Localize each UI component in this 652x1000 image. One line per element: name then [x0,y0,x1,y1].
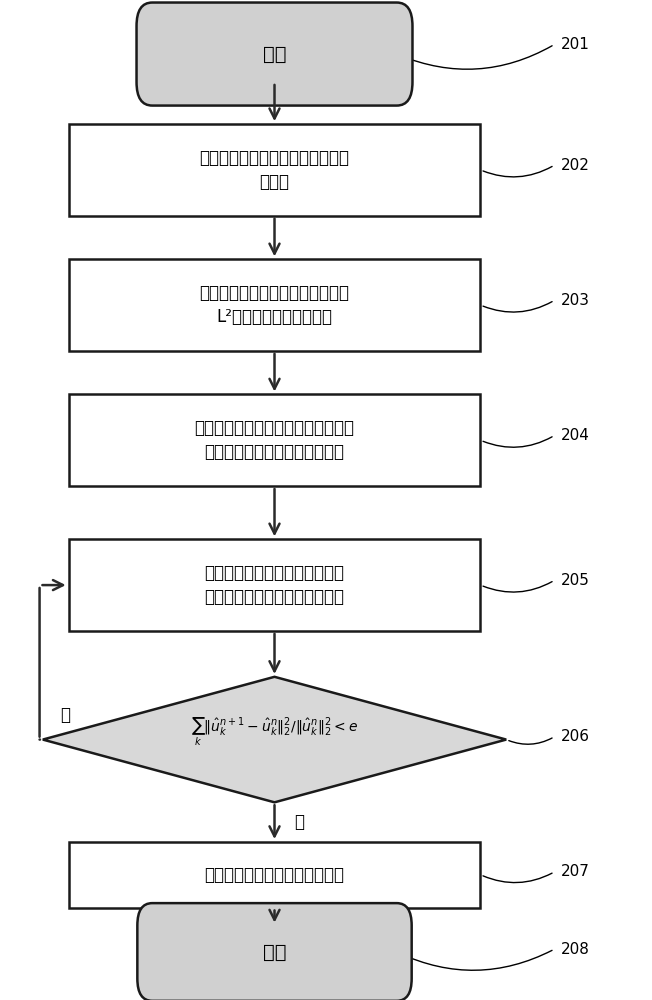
Text: 否: 否 [61,706,70,724]
Text: 206: 206 [561,729,590,744]
Text: 202: 202 [561,158,590,173]
Polygon shape [43,677,506,802]
FancyBboxPatch shape [68,842,481,908]
Text: 结束: 结束 [263,942,286,961]
Text: 207: 207 [561,864,590,879]
Text: 203: 203 [561,293,590,308]
Text: 201: 201 [561,37,590,52]
Text: $\sum_k\|\hat{u}_k^{n+1}-\hat{u}_k^{n}\|_2^2/\|\hat{u}_k^{n}\|_2^2<e$: $\sum_k\|\hat{u}_k^{n+1}-\hat{u}_k^{n}\|… [191,716,358,748]
Text: 开始: 开始 [263,45,286,64]
Text: 利用乘子交替方向算法求解增广
拉格朗日表达式，计算中心频率: 利用乘子交替方向算法求解增广 拉格朗日表达式，计算中心频率 [205,564,344,606]
FancyBboxPatch shape [138,903,411,1000]
Text: 208: 208 [561,942,590,957]
Text: 204: 204 [561,428,590,443]
Text: 获得各个模态函数的功率谱重心: 获得各个模态函数的功率谱重心 [205,866,344,884]
FancyBboxPatch shape [68,124,481,216]
Text: 计算解调信号的梯度的范数的平方
L²，估计各个模态的带宽: 计算解调信号的梯度的范数的平方 L²，估计各个模态的带宽 [200,284,349,326]
FancyBboxPatch shape [136,3,413,106]
FancyBboxPatch shape [68,259,481,351]
FancyBboxPatch shape [68,539,481,631]
Text: 是: 是 [294,813,304,831]
FancyBboxPatch shape [68,394,481,486]
Text: 引入拉格朗日乘法算子和二次惩罚因
子，以获得增广拉格朗日表达式: 引入拉格朗日乘法算子和二次惩罚因 子，以获得增广拉格朗日表达式 [194,419,355,461]
Text: 205: 205 [561,573,590,588]
Text: 对信号进行希尔伯特变换，以计算
单边谱: 对信号进行希尔伯特变换，以计算 单边谱 [200,149,349,191]
